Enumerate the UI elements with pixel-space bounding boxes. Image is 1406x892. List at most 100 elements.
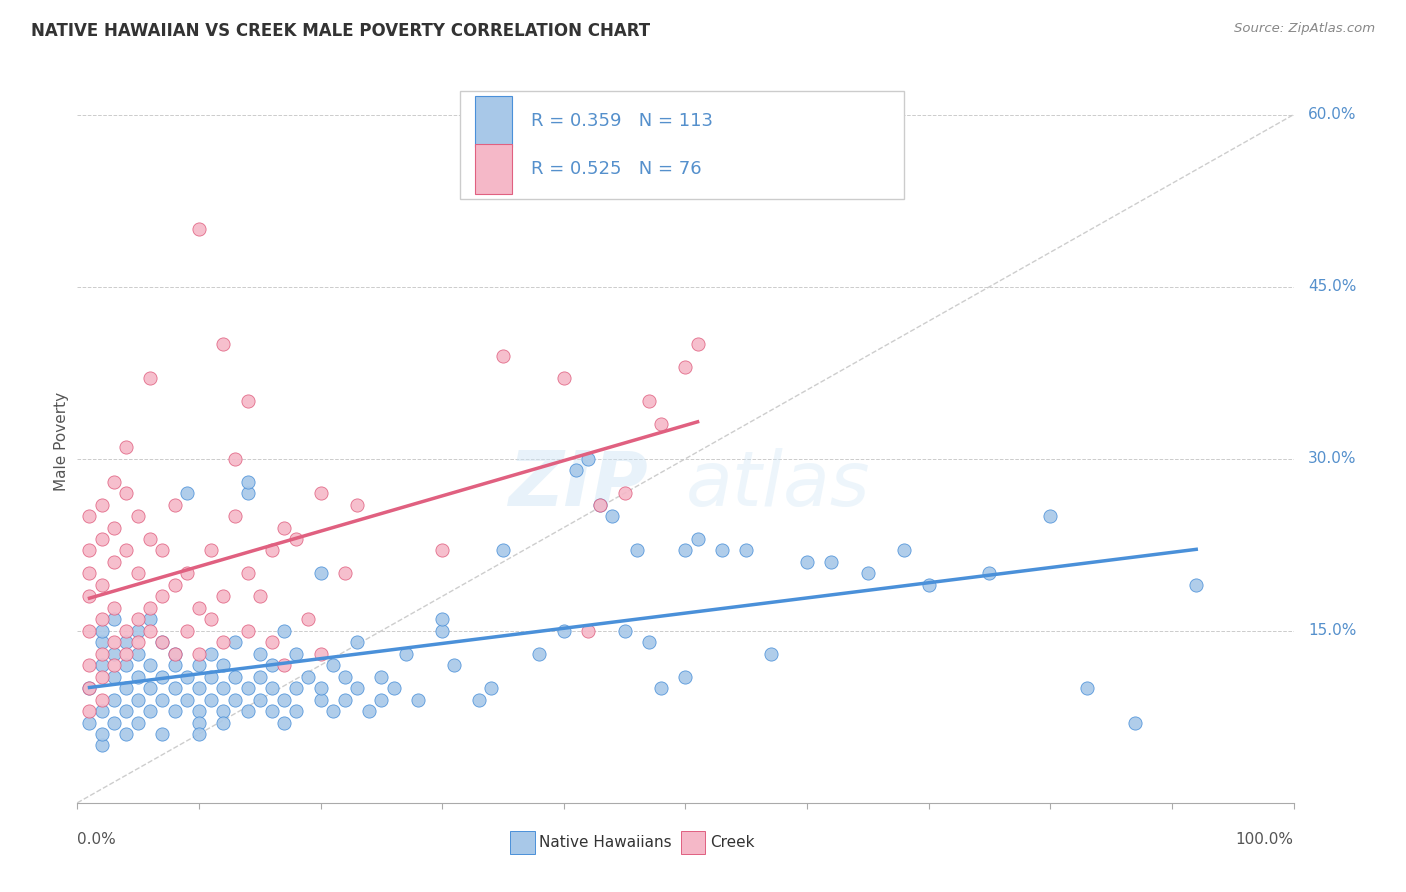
- Point: [686, 337, 709, 351]
- Point: [200, 670, 222, 684]
- Point: [759, 647, 782, 661]
- Point: [79, 509, 101, 524]
- Point: [430, 612, 453, 626]
- Point: [103, 692, 125, 706]
- Point: [90, 624, 112, 638]
- Point: [224, 509, 246, 524]
- Point: [127, 670, 149, 684]
- Point: [224, 451, 246, 466]
- Point: [212, 635, 235, 649]
- Point: [127, 635, 149, 649]
- Point: [163, 647, 186, 661]
- Point: [285, 647, 308, 661]
- Point: [710, 543, 733, 558]
- Point: [90, 670, 112, 684]
- Point: [163, 704, 186, 718]
- Point: [260, 543, 283, 558]
- Point: [979, 566, 1001, 581]
- Point: [735, 543, 758, 558]
- Point: [127, 624, 149, 638]
- Point: [139, 681, 162, 695]
- Point: [188, 600, 211, 615]
- Point: [212, 715, 235, 730]
- Point: [163, 578, 186, 592]
- Point: [285, 681, 308, 695]
- Text: 60.0%: 60.0%: [1308, 107, 1357, 122]
- Point: [188, 647, 211, 661]
- Point: [212, 590, 235, 604]
- Point: [163, 498, 186, 512]
- Point: [176, 670, 198, 684]
- Point: [200, 647, 222, 661]
- Point: [333, 670, 356, 684]
- Point: [188, 222, 211, 236]
- Point: [322, 704, 344, 718]
- Text: 30.0%: 30.0%: [1308, 451, 1357, 467]
- Point: [152, 590, 174, 604]
- Point: [79, 543, 101, 558]
- Point: [260, 635, 283, 649]
- Point: [359, 704, 381, 718]
- Point: [176, 692, 198, 706]
- FancyBboxPatch shape: [681, 831, 704, 855]
- Point: [90, 532, 112, 546]
- Point: [1076, 681, 1098, 695]
- Point: [553, 624, 575, 638]
- Point: [127, 612, 149, 626]
- Point: [79, 715, 101, 730]
- Point: [796, 555, 818, 569]
- Point: [589, 498, 612, 512]
- Point: [382, 681, 405, 695]
- Point: [492, 349, 515, 363]
- Point: [236, 486, 259, 500]
- Point: [430, 543, 453, 558]
- Point: [236, 704, 259, 718]
- Point: [212, 658, 235, 673]
- Text: atlas: atlas: [686, 448, 870, 522]
- Point: [90, 727, 112, 741]
- Point: [103, 555, 125, 569]
- Point: [139, 624, 162, 638]
- Point: [139, 600, 162, 615]
- Point: [79, 566, 101, 581]
- Text: 15.0%: 15.0%: [1308, 624, 1357, 639]
- Point: [638, 635, 661, 649]
- Point: [224, 670, 246, 684]
- Point: [115, 543, 138, 558]
- Point: [260, 681, 283, 695]
- Point: [613, 486, 636, 500]
- Point: [103, 715, 125, 730]
- Point: [163, 647, 186, 661]
- Point: [103, 635, 125, 649]
- Point: [90, 647, 112, 661]
- Point: [675, 543, 697, 558]
- Point: [918, 578, 941, 592]
- Point: [249, 590, 271, 604]
- Point: [626, 543, 648, 558]
- Point: [675, 359, 697, 374]
- Point: [188, 658, 211, 673]
- FancyBboxPatch shape: [460, 91, 904, 200]
- Point: [297, 670, 319, 684]
- Point: [79, 681, 101, 695]
- Y-axis label: Male Poverty: Male Poverty: [53, 392, 69, 491]
- Point: [285, 704, 308, 718]
- Point: [236, 475, 259, 489]
- Text: ZIP: ZIP: [509, 448, 650, 522]
- Point: [90, 739, 112, 753]
- Point: [200, 612, 222, 626]
- Point: [236, 681, 259, 695]
- Point: [115, 635, 138, 649]
- Point: [115, 658, 138, 673]
- FancyBboxPatch shape: [475, 96, 512, 147]
- Point: [430, 624, 453, 638]
- Point: [346, 681, 368, 695]
- Point: [152, 543, 174, 558]
- Point: [188, 727, 211, 741]
- Point: [346, 635, 368, 649]
- Point: [176, 624, 198, 638]
- Point: [1125, 715, 1147, 730]
- Point: [443, 658, 465, 673]
- Point: [90, 578, 112, 592]
- Point: [90, 635, 112, 649]
